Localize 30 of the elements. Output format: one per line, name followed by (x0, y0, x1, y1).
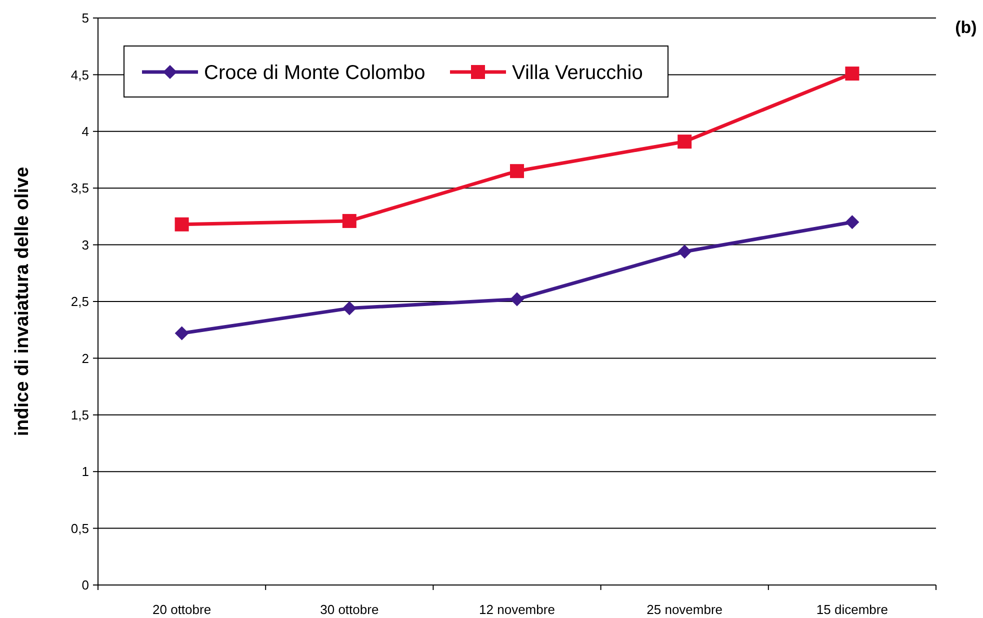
point (845, 215, 860, 230)
x-tick-label: 25 novembre (646, 602, 723, 617)
x-tick-label: 30 ottobre (320, 602, 379, 617)
y-tick-label: 4 (82, 124, 89, 139)
x-tick-label: 12 novembre (479, 602, 555, 617)
x-tick-label: 20 ottobre (152, 602, 212, 617)
y-tick-label: 0 (82, 578, 89, 593)
y-axis-title: indice di invaiatura delle olive (12, 166, 33, 436)
point (510, 164, 524, 178)
y-tick-label: 5 (82, 10, 89, 26)
y-tick-label: 1,5 (70, 407, 89, 422)
y-tick-label: 3 (82, 237, 89, 252)
point (678, 134, 692, 149)
point (342, 214, 356, 228)
legend-label: Villa Verucchio (512, 62, 643, 84)
y-tick-label: 1 (82, 464, 89, 480)
y-tick-label: 2 (82, 350, 89, 366)
y-tick-label: 2,5 (70, 294, 89, 310)
point (678, 244, 692, 259)
point (174, 326, 189, 340)
point (845, 66, 860, 81)
y-tick-label: 0,5 (70, 520, 89, 536)
x-tick-label: 15 dicembre (816, 602, 888, 617)
point (510, 292, 524, 306)
legend-label: Croce di Monte Colombo (204, 62, 426, 84)
point (342, 301, 356, 316)
point (174, 217, 189, 232)
y-tick-label: 4,5 (70, 67, 89, 82)
y-tick-label: 3,5 (70, 180, 89, 196)
text: (b) (955, 18, 977, 37)
